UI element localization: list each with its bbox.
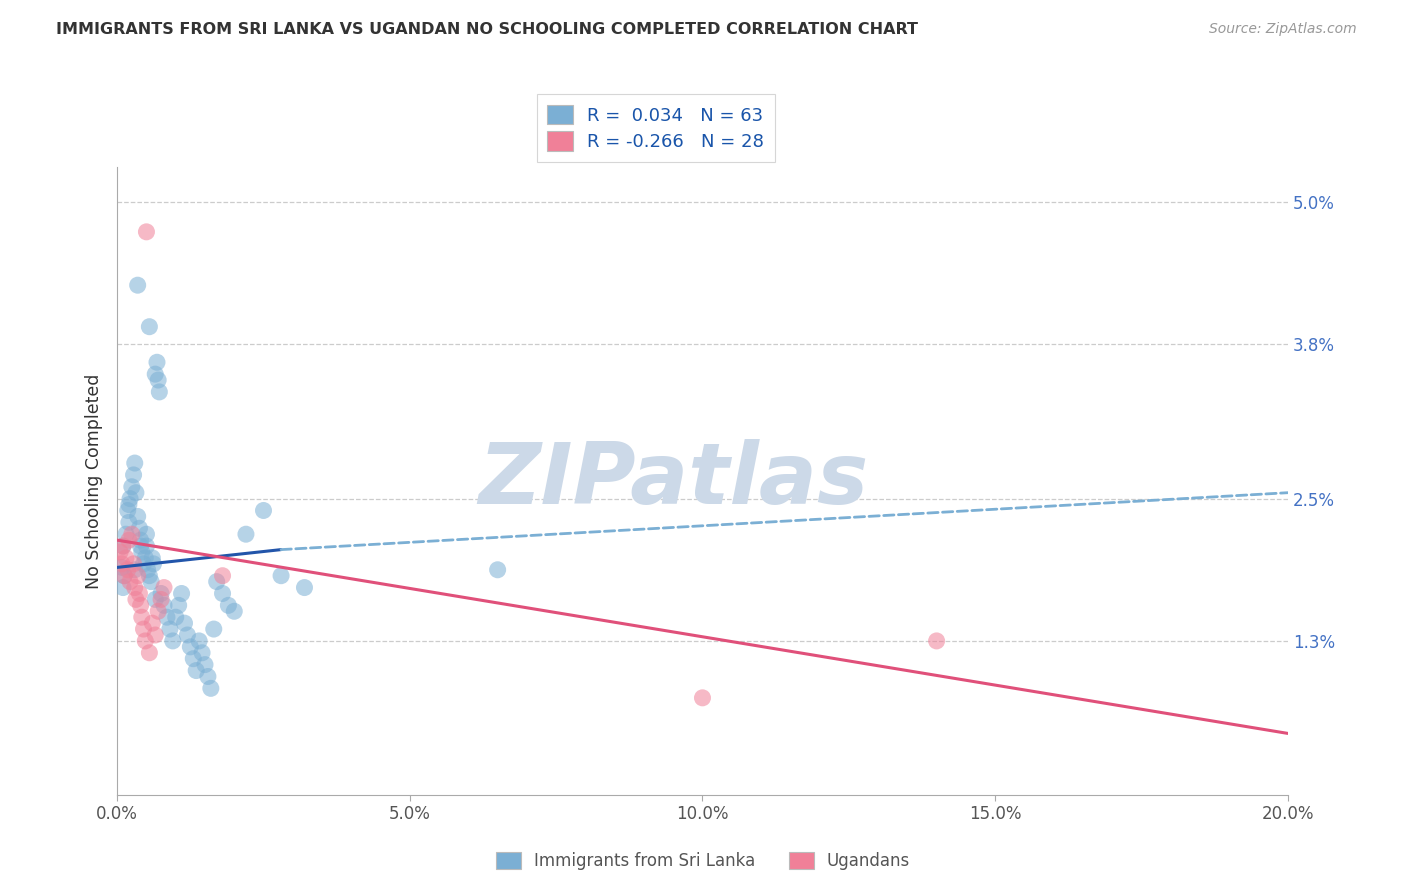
- Point: [162, 634, 184, 648]
- Point: [117, 563, 139, 577]
- Y-axis label: No Schooling Completed: No Schooling Completed: [86, 373, 103, 589]
- Point: [132, 622, 155, 636]
- Point: [125, 485, 148, 500]
- Point: [120, 491, 142, 506]
- Text: IMMIGRANTS FROM SRI LANKA VS UGANDAN NO SCHOOLING COMPLETED CORRELATION CHART: IMMIGRANTS FROM SRI LANKA VS UGANDAN NO …: [56, 22, 918, 37]
- Point: [118, 498, 141, 512]
- Point: [121, 480, 143, 494]
- Point: [112, 568, 135, 582]
- Point: [148, 384, 170, 399]
- Point: [132, 557, 155, 571]
- Point: [224, 604, 246, 618]
- Point: [111, 560, 134, 574]
- Point: [143, 367, 166, 381]
- Point: [112, 539, 135, 553]
- Text: ZIPatlas: ZIPatlas: [478, 440, 869, 523]
- Point: [120, 574, 142, 589]
- Point: [217, 599, 239, 613]
- Point: [211, 568, 233, 582]
- Point: [191, 646, 214, 660]
- Point: [131, 610, 153, 624]
- Point: [138, 319, 160, 334]
- Point: [118, 516, 141, 530]
- Point: [153, 599, 176, 613]
- Point: [134, 634, 156, 648]
- Point: [128, 586, 150, 600]
- Point: [129, 533, 152, 548]
- Point: [179, 640, 201, 654]
- Point: [186, 664, 208, 678]
- Point: [194, 657, 217, 672]
- Point: [150, 586, 173, 600]
- Legend: Immigrants from Sri Lanka, Ugandans: Immigrants from Sri Lanka, Ugandans: [489, 845, 917, 877]
- Point: [146, 373, 169, 387]
- Point: [134, 550, 156, 565]
- Point: [124, 581, 146, 595]
- Legend: R =  0.034   N = 63, R = -0.266   N = 28: R = 0.034 N = 63, R = -0.266 N = 28: [537, 94, 775, 161]
- Point: [112, 568, 135, 582]
- Point: [211, 586, 233, 600]
- Point: [125, 592, 148, 607]
- Point: [188, 634, 211, 648]
- Point: [108, 545, 131, 559]
- Point: [692, 690, 714, 705]
- Point: [235, 527, 257, 541]
- Point: [127, 278, 149, 293]
- Point: [270, 568, 292, 582]
- Point: [170, 586, 193, 600]
- Point: [200, 681, 222, 696]
- Point: [129, 539, 152, 553]
- Point: [112, 539, 135, 553]
- Point: [135, 225, 157, 239]
- Point: [143, 628, 166, 642]
- Point: [150, 592, 173, 607]
- Point: [141, 616, 163, 631]
- Point: [136, 563, 159, 577]
- Point: [122, 467, 145, 482]
- Point: [146, 355, 169, 369]
- Point: [115, 527, 138, 541]
- Point: [138, 568, 160, 582]
- Point: [135, 527, 157, 541]
- Point: [139, 574, 162, 589]
- Point: [205, 574, 228, 589]
- Point: [127, 509, 149, 524]
- Point: [202, 622, 225, 636]
- Point: [146, 604, 169, 618]
- Text: Source: ZipAtlas.com: Source: ZipAtlas.com: [1209, 22, 1357, 37]
- Point: [112, 581, 135, 595]
- Point: [115, 550, 138, 565]
- Point: [124, 563, 146, 577]
- Point: [153, 581, 176, 595]
- Point: [173, 616, 195, 631]
- Point: [122, 557, 145, 571]
- Point: [181, 651, 204, 665]
- Point: [138, 646, 160, 660]
- Point: [142, 557, 165, 571]
- Point: [124, 456, 146, 470]
- Point: [925, 634, 948, 648]
- Point: [143, 592, 166, 607]
- Point: [156, 610, 179, 624]
- Point: [135, 539, 157, 553]
- Point: [165, 610, 187, 624]
- Point: [197, 669, 219, 683]
- Point: [127, 568, 149, 582]
- Point: [176, 628, 198, 642]
- Point: [131, 545, 153, 559]
- Point: [128, 521, 150, 535]
- Point: [252, 503, 274, 517]
- Point: [159, 622, 181, 636]
- Point: [141, 550, 163, 565]
- Point: [294, 581, 316, 595]
- Point: [121, 527, 143, 541]
- Point: [117, 503, 139, 517]
- Point: [129, 599, 152, 613]
- Point: [486, 563, 509, 577]
- Point: [111, 557, 134, 571]
- Point: [167, 599, 190, 613]
- Point: [118, 533, 141, 548]
